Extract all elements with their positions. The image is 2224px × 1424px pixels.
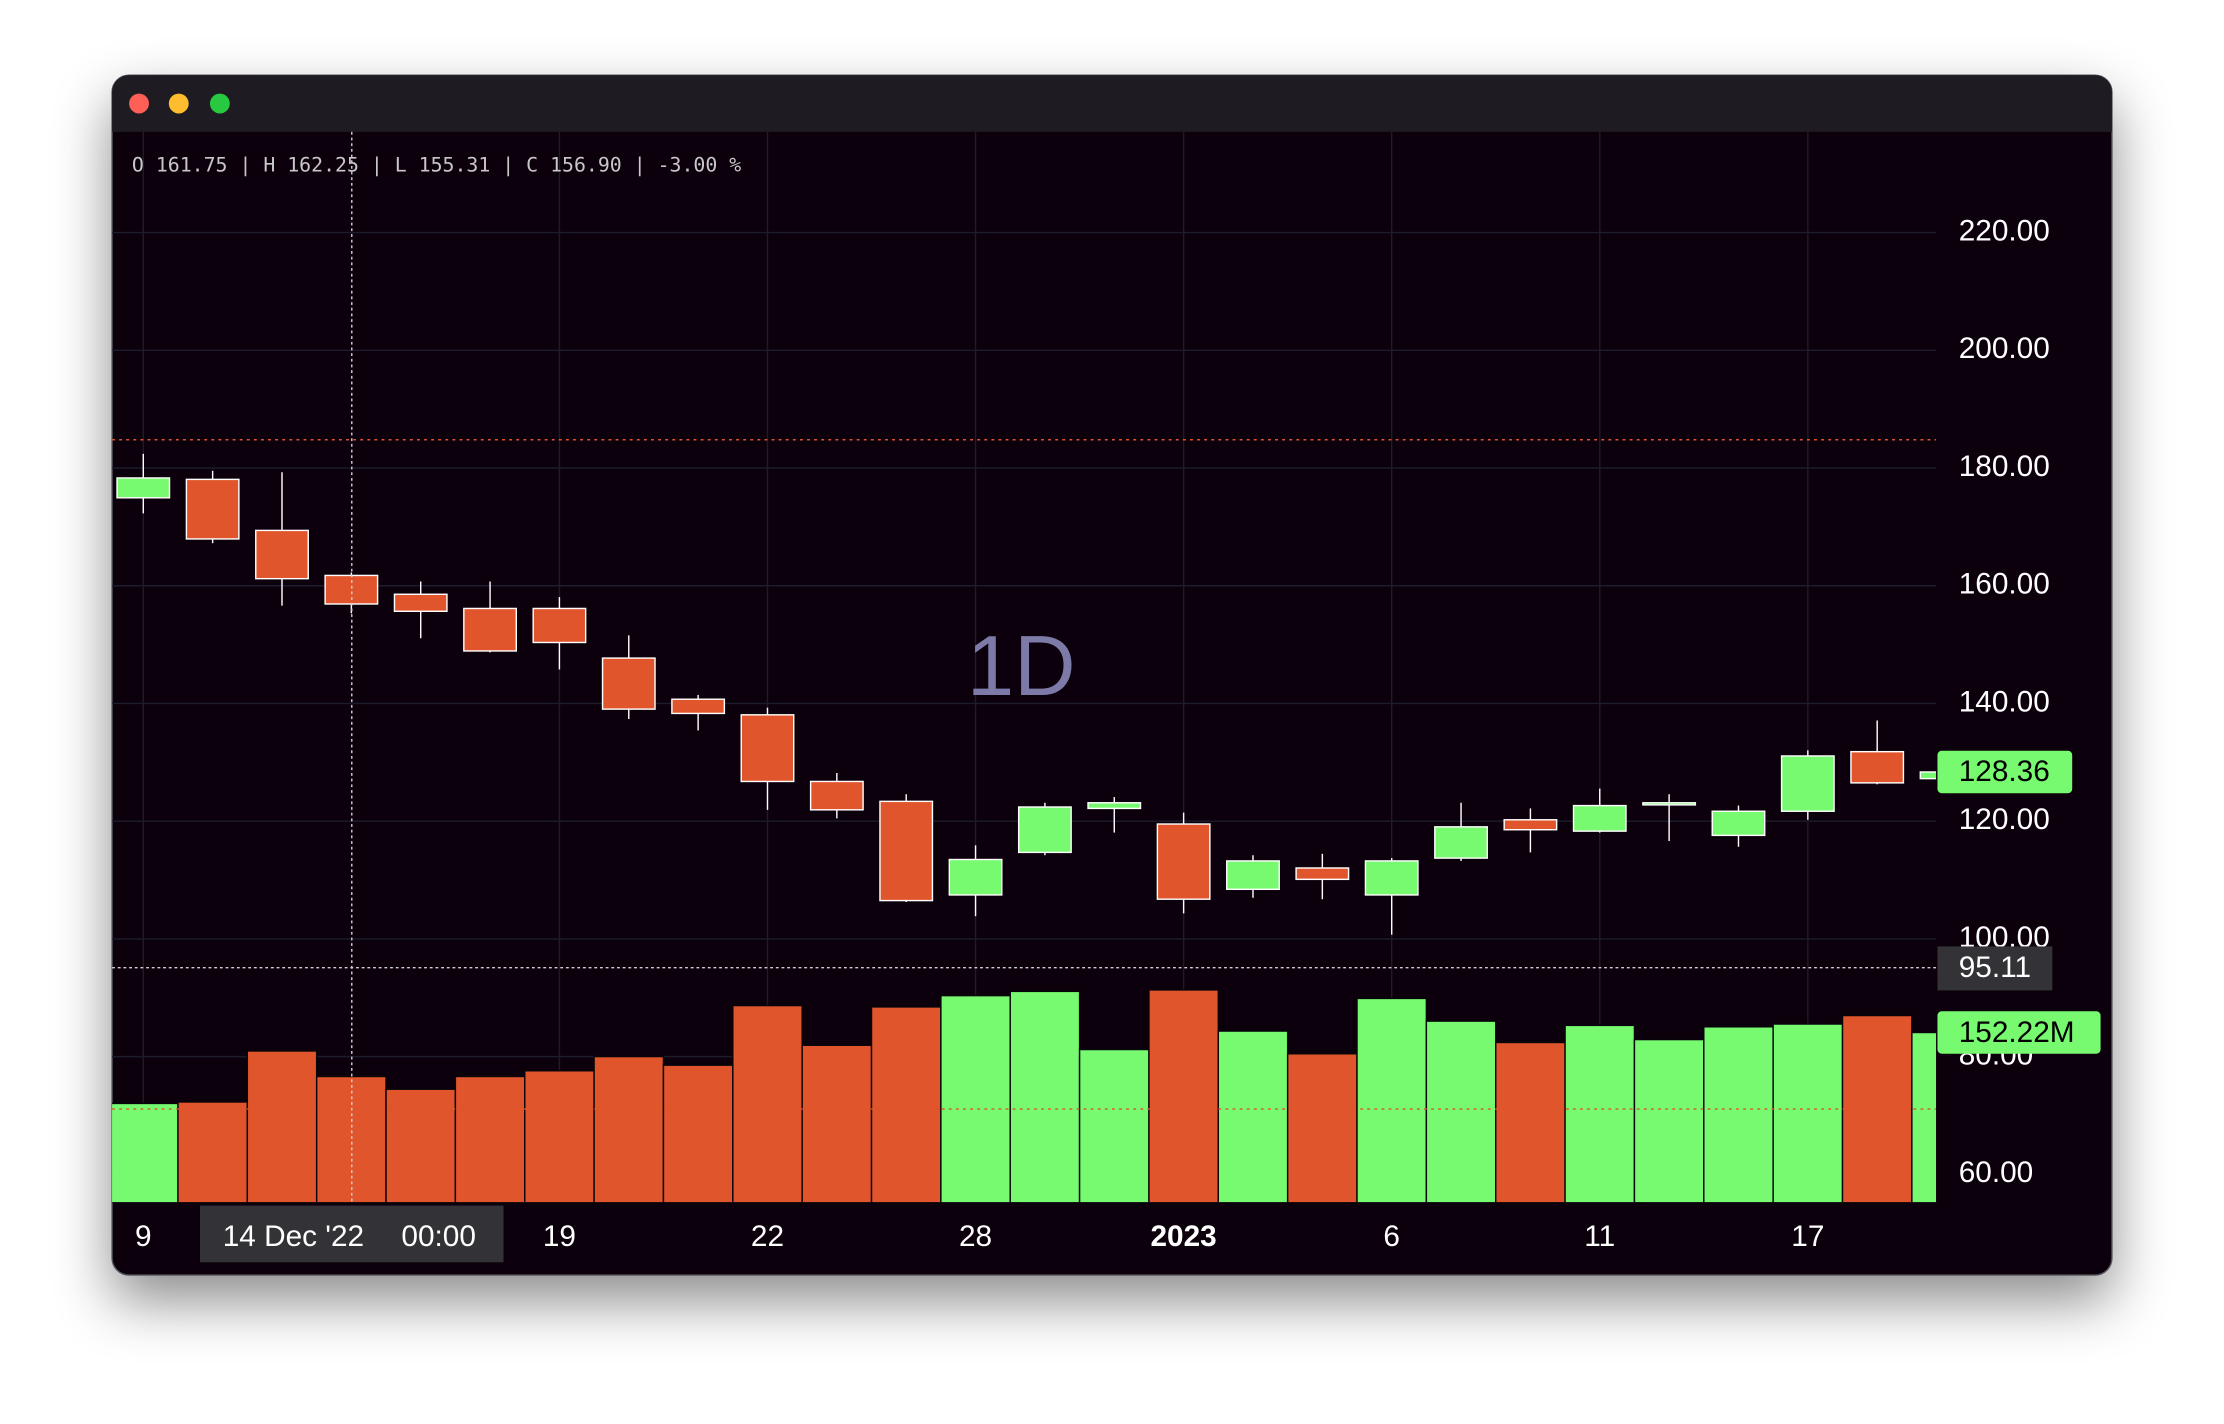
y-tick-label: 120.00: [1959, 803, 2050, 836]
crosshair-price-box: [1937, 946, 2053, 991]
y-tick-label: 180.00: [1959, 450, 2050, 483]
y-tick-label: 60.00: [1959, 1156, 2034, 1189]
volume-bar: [1703, 1026, 1774, 1203]
volume-bar: [1356, 997, 1428, 1203]
candle-body: [671, 698, 726, 715]
candle-body: [1017, 806, 1072, 854]
ohlc-legend: O 161.75 | H 162.25 | L 155.31 | C 156.9…: [132, 153, 741, 176]
close-button[interactable]: [129, 93, 149, 114]
candle-body: [809, 780, 864, 811]
candle-body: [1156, 823, 1211, 900]
candle-body: [185, 478, 240, 540]
x-tick-label: 9: [135, 1220, 152, 1253]
x-tick-label: 6: [1383, 1220, 1400, 1253]
volume-bar: [1148, 989, 1220, 1203]
last-price-box: [1937, 750, 2073, 794]
candle-body: [1850, 750, 1905, 784]
candle-body: [601, 657, 656, 710]
x-tick-label: 19: [543, 1220, 576, 1253]
volume-bar: [1009, 990, 1081, 1203]
x-tick-label: 2023: [1151, 1220, 1217, 1253]
volume-bar: [1772, 1023, 1844, 1203]
y-tick-label: 220.00: [1959, 214, 2050, 247]
candle-body: [879, 800, 934, 902]
volume-bar: [1911, 1031, 1937, 1203]
volume-bar: [112, 1102, 179, 1203]
volume-bar: [732, 1004, 803, 1203]
volume-bar: [1425, 1020, 1497, 1203]
candle-body: [1919, 771, 1937, 780]
volume-bar: [801, 1044, 873, 1203]
volume-bar: [454, 1075, 526, 1203]
candle-body: [116, 477, 171, 499]
y-tick-label: 200.00: [1959, 332, 2050, 365]
volume-bar: [177, 1101, 249, 1203]
volume-bar: [1217, 1030, 1289, 1203]
candle-body: [1226, 860, 1280, 891]
candle-body: [948, 858, 1003, 896]
volume-bar: [385, 1088, 457, 1203]
volume-bar: [662, 1064, 734, 1203]
crosshair-time: 00:00: [401, 1220, 475, 1253]
volume-bar: [870, 1006, 942, 1203]
maximize-button[interactable]: [209, 93, 230, 114]
volume-bar: [1564, 1024, 1636, 1203]
volume-bar: [1633, 1038, 1705, 1203]
candle-body: [1780, 755, 1835, 812]
last-volume-label: 152.22M: [1959, 1016, 2075, 1049]
title-bar: [112, 75, 2112, 132]
candle-body: [463, 607, 518, 652]
volume-bar: [524, 1070, 595, 1203]
x-tick-label: 22: [751, 1220, 784, 1253]
plot-area: [112, 439, 1937, 1203]
crosshair-date: 14 Dec '22: [223, 1220, 364, 1253]
candle-body: [1295, 867, 1350, 881]
candle-body: [740, 714, 795, 783]
volume-bar: [593, 1055, 665, 1203]
last-volume-box: [1937, 1011, 2101, 1054]
candle-body: [1642, 802, 1697, 806]
volume-bar: [1495, 1041, 1566, 1203]
candle-body: [532, 607, 587, 644]
y-tick-label: 140.00: [1959, 685, 2050, 718]
volume-bar: [1078, 1048, 1150, 1203]
minimize-button[interactable]: [168, 93, 189, 114]
candle-body: [1572, 804, 1627, 832]
volume-bar: [246, 1050, 318, 1203]
volume-bar: [1286, 1053, 1358, 1203]
crosshair-date-box: [200, 1205, 504, 1263]
x-tick-label: 17: [1791, 1220, 1824, 1253]
volume-bar: [940, 994, 1011, 1203]
watermark: 1D: [967, 619, 1076, 714]
price-axis: 60.0080.00100.00120.00140.00160.00180.00…: [1959, 214, 2050, 1189]
candle-body: [1503, 819, 1558, 831]
y-tick-label: 160.00: [1959, 568, 2050, 601]
candle-body: [1434, 826, 1488, 859]
x-tick-label: 11: [1584, 1220, 1615, 1253]
candle-body: [1711, 810, 1766, 837]
candle-body: [255, 529, 309, 580]
candle-body: [1087, 802, 1142, 810]
crosshair-price-label: 95.11: [1959, 951, 2031, 984]
candle-body: [393, 593, 448, 612]
last-price-label: 128.36: [1959, 755, 2050, 788]
x-tick-label: 28: [959, 1220, 992, 1253]
candle-body: [1364, 860, 1419, 896]
